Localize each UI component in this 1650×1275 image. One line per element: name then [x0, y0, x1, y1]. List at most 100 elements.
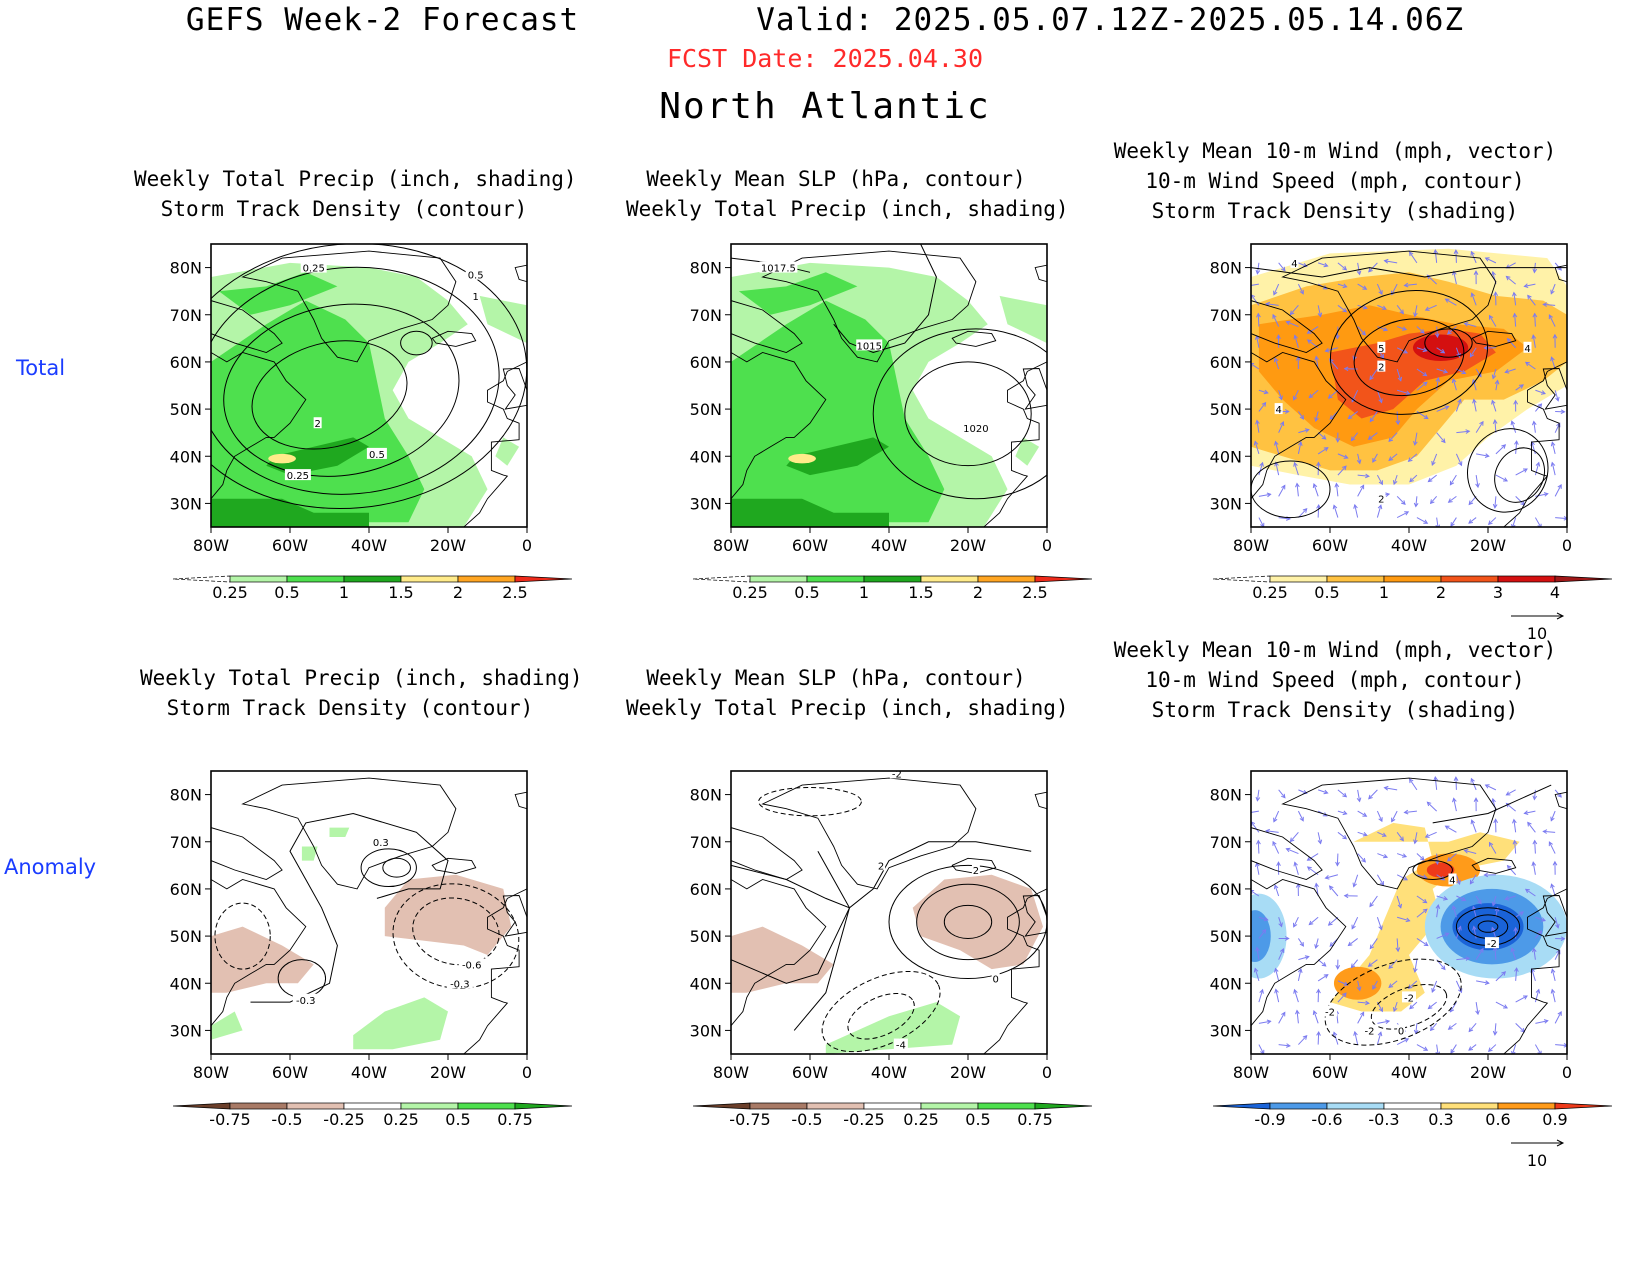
lat-label: 30N [170, 494, 202, 513]
contour-label: 0 [992, 975, 998, 986]
wind-vector-head [1276, 334, 1281, 340]
slp-anomaly-contour [943, 904, 993, 939]
contour-label: 0.25 [303, 264, 325, 275]
wind-vector [1505, 895, 1516, 900]
wind-vector [1456, 957, 1470, 961]
wind-vector-head [1422, 908, 1428, 914]
wind-vector-head [1433, 775, 1439, 781]
coastline [983, 361, 1047, 527]
wind-vector [1551, 357, 1556, 370]
storm-track-contour [251, 340, 408, 450]
wind-vector-head [1550, 441, 1556, 447]
coastline [502, 368, 527, 410]
wind-vector [1396, 832, 1404, 841]
lon-label: 60W [272, 1063, 308, 1082]
lon-label: 60W [792, 1063, 828, 1082]
wind-vector [1307, 326, 1319, 334]
contour-label: 5 [1378, 344, 1384, 355]
wind-vector-head [1378, 290, 1383, 296]
wind-vector-head [1353, 1030, 1358, 1036]
lat-label: 70N [1210, 306, 1242, 325]
map-panel-anom-precip: 0.3 -0.6 -0.3 -0.3 80N 70N 60N 50N 40N 30N 80W 60W 4… [170, 770, 573, 1129]
wind-vector-head [1317, 312, 1323, 318]
coastline [731, 300, 803, 353]
vector-reference-label: 10 [1527, 1151, 1547, 1170]
wind-vector-head [1383, 853, 1389, 859]
wind-vector-head [1302, 508, 1308, 513]
wind-vector [1325, 347, 1339, 352]
wind-vector-head [1453, 776, 1459, 782]
wind-vector-head [1429, 499, 1435, 505]
wind-vector-head [1332, 1031, 1338, 1037]
wind-vector [1297, 411, 1304, 420]
lon-label: 20W [1470, 536, 1506, 555]
panel-title-line: 10-m Wind Speed (mph, contour) [1145, 668, 1525, 692]
wind-vector [1554, 390, 1559, 401]
wind-vector-head [1259, 461, 1264, 467]
wind-vector [1293, 989, 1299, 1003]
wind-vector [1396, 895, 1402, 908]
wind-vector [1278, 262, 1286, 272]
coastline [1251, 300, 1323, 353]
wind-vector [1337, 992, 1347, 1003]
wind-vector [1336, 853, 1339, 866]
wind-vector-head [1321, 435, 1327, 440]
wind-vector [1337, 465, 1347, 476]
lat-label: 80N [170, 786, 202, 805]
wind-vector [1317, 504, 1320, 518]
wind-vector [1414, 832, 1418, 844]
wind-speed-contour [1251, 460, 1331, 519]
coastline [1554, 791, 1567, 810]
panel-title-line: Weekly Mean 10-m Wind (mph, vector) [1113, 139, 1557, 163]
wind-vector-head [1279, 421, 1285, 427]
wind-vector-head [1470, 819, 1476, 825]
contour-label-bg [300, 261, 327, 273]
wind-vector [1488, 1044, 1497, 1052]
wind-vector [1357, 1012, 1365, 1024]
wind-vector-head [1479, 947, 1484, 953]
wind-vector-head [1403, 876, 1409, 881]
wind-vector [1468, 517, 1477, 524]
wind-vector [1258, 517, 1265, 527]
colorbar-segment [286, 1102, 345, 1110]
contour-label: 2 [1378, 363, 1384, 374]
wind-vector [1286, 321, 1299, 328]
wind-vector [1431, 980, 1438, 993]
wind-vector-head [1512, 818, 1517, 824]
wind-vector [1294, 335, 1299, 348]
panel-title-line: Weekly Total Precip (inch, shading) [134, 167, 577, 191]
region-title: North Atlantic [659, 86, 991, 127]
wind-vector-head [1278, 922, 1283, 928]
wind-vector [1436, 895, 1448, 900]
wind-vector-head [1409, 477, 1414, 483]
wind-vector-head [1328, 885, 1334, 891]
wind-vector-head [1255, 419, 1260, 425]
wind-vector-head [1378, 398, 1383, 404]
colorbar-label: 1 [339, 583, 349, 602]
colorbar-label: 0.25 [383, 1110, 419, 1129]
wind-vector-head [1444, 932, 1450, 937]
lat-label: 80N [690, 259, 722, 278]
coastline [241, 250, 457, 363]
wind-vector [1535, 1020, 1548, 1024]
colorbar-label: 0.5 [794, 583, 819, 602]
wind-vector-head [1472, 398, 1477, 404]
wind-vector-head [1377, 504, 1383, 510]
contour-label-bg [1274, 403, 1283, 415]
wind-vector [1551, 462, 1556, 476]
wind-vector-head [1423, 519, 1429, 524]
lat-label: 80N [1210, 259, 1242, 278]
wind-vector-head [1457, 925, 1462, 931]
coastline [1022, 895, 1047, 937]
wind-vector [1337, 831, 1347, 840]
contour-label-bg [446, 977, 473, 989]
wind-vector [1369, 368, 1378, 380]
wind-vector [1436, 853, 1439, 865]
wind-vector-head [1289, 310, 1295, 316]
wind-vector [1357, 304, 1367, 309]
wind-vector-head [1477, 372, 1482, 378]
wind-vector [1357, 485, 1365, 497]
coastline [1251, 780, 1347, 1054]
wind-vector [1275, 462, 1280, 476]
colorbar-label: 0.25 [1252, 583, 1288, 602]
